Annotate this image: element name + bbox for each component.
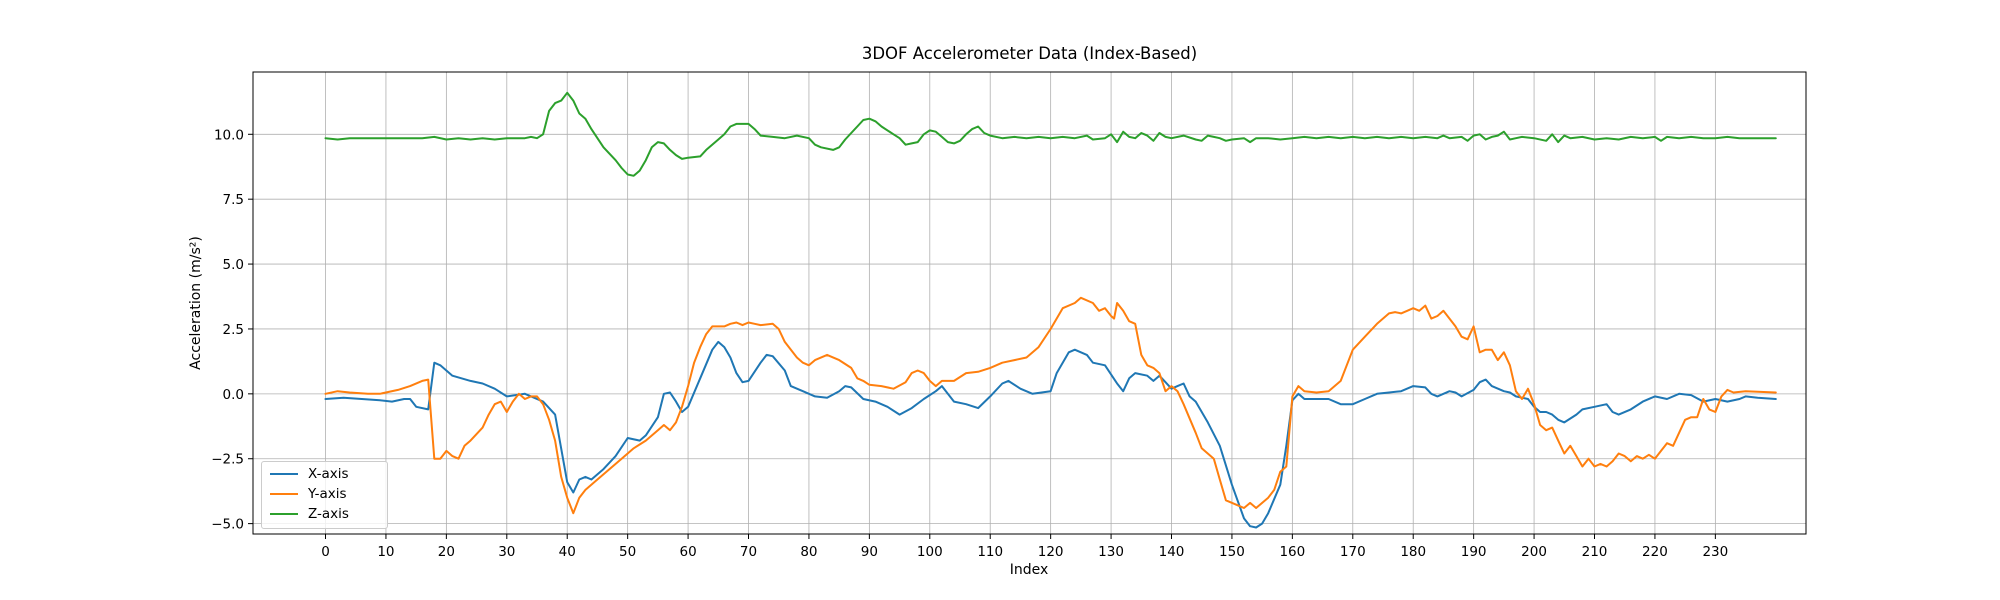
axis-ticks: 0 10 20 30 40 50 60 70 80 90 100 110 120 130 140 150 160…	[211, 127, 1728, 560]
x-tick-label: 120	[1038, 544, 1064, 560]
legend-label-x: X-axis	[308, 466, 349, 482]
legend-label-z: Z-axis	[308, 506, 349, 522]
x-tick-label: 40	[559, 544, 576, 560]
x-tick-label: 90	[861, 544, 878, 560]
x-tick-label: 70	[740, 544, 757, 560]
y-tick-label: 2.5	[223, 322, 244, 338]
plot-frame	[252, 71, 1807, 535]
x-tick-label: 210	[1582, 544, 1608, 560]
x-tick-label: 130	[1098, 544, 1124, 560]
series-lines	[324, 91, 1777, 529]
y-tick-label: −2.5	[211, 452, 244, 468]
x-tick-label: 170	[1340, 544, 1366, 560]
series-line-y-axis	[324, 296, 1777, 515]
grid-lines	[253, 72, 1806, 534]
y-tick-label: −5.0	[211, 517, 244, 533]
x-axis-label: Index	[1010, 562, 1049, 578]
y-tick-label: 7.5	[223, 192, 244, 208]
legend: X-axis Y-axis Z-axis	[261, 461, 388, 529]
x-tick-label: 230	[1702, 544, 1728, 560]
legend-item-x: X-axis	[270, 464, 349, 484]
x-tick-label: 190	[1461, 544, 1487, 560]
legend-item-y: Y-axis	[270, 484, 347, 504]
series-line-z-axis	[324, 91, 1777, 177]
x-tick-label: 220	[1642, 544, 1668, 560]
x-tick-label: 200	[1521, 544, 1547, 560]
x-tick-label: 0	[321, 544, 330, 560]
x-tick-label: 140	[1159, 544, 1185, 560]
legend-swatch-x	[270, 473, 298, 475]
y-axis-label: Acceleration (m/s²)	[188, 236, 204, 370]
x-tick-label: 80	[800, 544, 817, 560]
x-tick-label: 180	[1400, 544, 1426, 560]
y-tick-label: 0.0	[223, 387, 244, 403]
y-tick-label: 10.0	[214, 127, 244, 143]
legend-label-y: Y-axis	[308, 486, 347, 502]
series-line-x-axis	[324, 340, 1777, 529]
x-tick-label: 10	[377, 544, 394, 560]
x-tick-label: 50	[619, 544, 636, 560]
x-tick-label: 100	[917, 544, 943, 560]
x-tick-label: 110	[977, 544, 1003, 560]
legend-swatch-z	[270, 513, 298, 515]
legend-swatch-y	[270, 493, 298, 495]
x-tick-label: 150	[1219, 544, 1245, 560]
legend-item-z: Z-axis	[270, 504, 349, 524]
x-tick-label: 160	[1279, 544, 1305, 560]
y-tick-label: 5.0	[223, 257, 244, 273]
x-tick-label: 20	[438, 544, 455, 560]
x-tick-label: 60	[679, 544, 696, 560]
x-tick-label: 30	[498, 544, 515, 560]
chart-title: 3DOF Accelerometer Data (Index-Based)	[861, 44, 1198, 63]
